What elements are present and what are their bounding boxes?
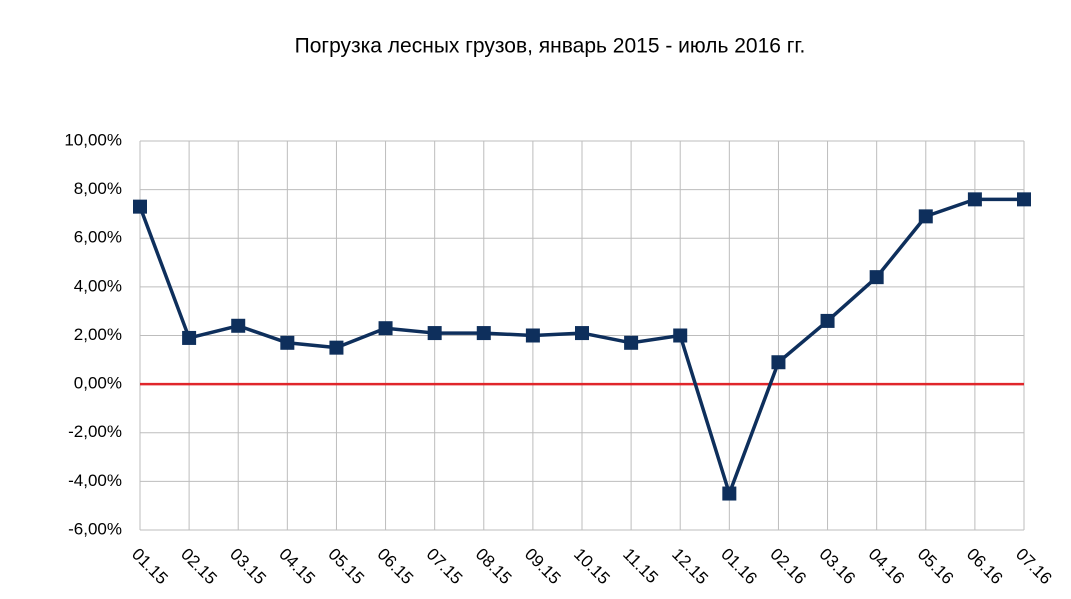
marker xyxy=(476,326,491,341)
marker xyxy=(427,326,442,341)
y-tick-label: 0,00% xyxy=(74,374,122,393)
marker xyxy=(182,330,197,345)
x-tick-label: 05.15 xyxy=(324,545,368,589)
y-tick-label: 2,00% xyxy=(74,325,122,344)
marker xyxy=(820,313,835,328)
x-tick-label: 07.16 xyxy=(1012,545,1056,589)
y-tick-label: 4,00% xyxy=(74,276,122,295)
x-tick-label: 09.15 xyxy=(521,545,565,589)
marker xyxy=(967,192,982,207)
marker xyxy=(525,328,540,343)
marker xyxy=(575,326,589,341)
marker xyxy=(771,355,786,370)
marker xyxy=(378,321,393,336)
marker xyxy=(673,328,688,343)
x-tick-label: 11.15 xyxy=(619,545,662,588)
x-tick-label: 02.15 xyxy=(177,545,221,589)
y-tick-label: -4,00% xyxy=(68,471,122,490)
x-tick-label: 10.15 xyxy=(570,545,614,589)
y-tick-label: 10,00% xyxy=(64,130,122,149)
y-tick-label: 6,00% xyxy=(74,228,122,247)
x-tick-label: 03.16 xyxy=(816,545,860,589)
x-tick-label: 04.16 xyxy=(865,545,909,589)
marker xyxy=(280,335,295,350)
x-tick-label: 03.15 xyxy=(226,545,270,589)
marker xyxy=(133,199,147,214)
y-tick-label: 8,00% xyxy=(74,179,122,198)
x-tick-label: 12.15 xyxy=(668,545,712,589)
y-tick-label: -6,00% xyxy=(68,519,122,538)
marker xyxy=(869,270,884,285)
x-tick-label: 06.16 xyxy=(963,545,1007,589)
x-tick-label: 06.15 xyxy=(374,545,418,589)
x-tick-label: 01.16 xyxy=(717,545,761,589)
x-tick-label: 08.15 xyxy=(472,545,516,589)
marker xyxy=(918,209,933,224)
x-tick-label: 04.15 xyxy=(275,545,319,589)
marker xyxy=(624,335,639,350)
y-tick-label: -2,00% xyxy=(68,422,122,441)
marker xyxy=(722,486,737,501)
x-tick-label: 05.16 xyxy=(914,545,958,589)
marker xyxy=(1017,192,1031,207)
x-tick-label: 01.15 xyxy=(128,545,172,589)
marker xyxy=(231,318,246,333)
x-tick-label: 02.16 xyxy=(766,545,810,589)
marker xyxy=(329,340,344,355)
chart-title: Погрузка лесных грузов, январь 2015 - ию… xyxy=(295,35,806,58)
x-tick-label: 07.15 xyxy=(423,545,467,589)
